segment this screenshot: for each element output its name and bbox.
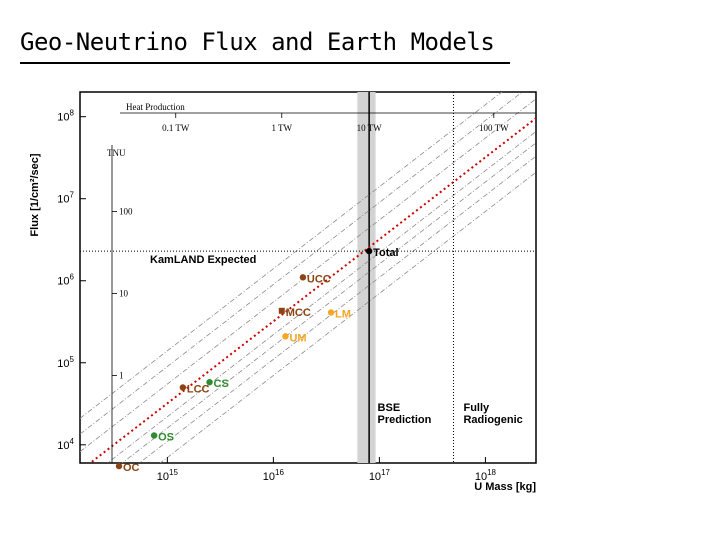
y-tick-label: 108 — [57, 109, 74, 124]
fully-radiogenic-label-1: Fully — [463, 402, 490, 414]
model-band-line — [80, 98, 536, 452]
x-tick-label: 1018 — [475, 468, 497, 483]
point-lcc — [179, 384, 187, 391]
point-label-um: UM — [289, 332, 306, 344]
model-band-line — [138, 155, 536, 463]
x-axis-title: U Mass [kg] — [474, 481, 536, 493]
y-tick-label: 104 — [57, 437, 74, 452]
x-tick-label: 1015 — [157, 468, 179, 483]
point-oc — [115, 462, 123, 470]
point-cs — [206, 378, 213, 386]
point-mcc — [278, 307, 285, 314]
x-tick-label: 1016 — [263, 468, 285, 483]
model-band-line — [121, 142, 536, 463]
fully-radiogenic-label-2: Radiogenic — [463, 414, 522, 426]
point-label-lcc: LCC — [187, 383, 210, 395]
bse-band — [357, 92, 376, 463]
heat-production-tick-label: 10 TW — [357, 123, 383, 133]
y-tick-label: 105 — [57, 355, 74, 370]
point-label-total: Total — [373, 247, 398, 259]
model-band-line — [80, 92, 503, 419]
point-label-cs: CS — [214, 378, 229, 390]
heat-production-tick-label: 1 TW — [271, 123, 292, 133]
point-um — [282, 333, 289, 340]
point-lm — [327, 309, 335, 316]
x-tick-label: 1017 — [369, 468, 391, 483]
heat-production-tick-label: 100 TW — [479, 123, 509, 133]
point-label-os: OS — [158, 431, 174, 443]
tnu-tick-label: 10 — [119, 288, 129, 298]
kamland-expected-label: KamLAND Expected — [150, 254, 256, 266]
point-label-mcc: MCC — [286, 307, 311, 319]
tnu-tick-label: 100 — [119, 206, 133, 216]
title-underline — [20, 62, 510, 64]
y-tick-label: 106 — [57, 273, 74, 288]
point-label-lm: LM — [335, 309, 351, 321]
bse-prediction-label-1: BSE — [378, 402, 401, 414]
plot-frame — [79, 91, 537, 464]
model-band-line — [106, 131, 536, 463]
point-ucc — [299, 274, 307, 281]
model-band-line — [159, 171, 536, 463]
model-band-line — [80, 92, 523, 435]
tnu-axis-title: TNU — [107, 148, 126, 158]
heat-production-tick-label: 0.1 TW — [162, 123, 190, 133]
point-total — [365, 247, 373, 255]
slide-title: Geo-Neutrino Flux and Earth Models — [20, 28, 495, 56]
y-axis-title: Flux [1/cm²/sec] — [29, 153, 41, 236]
heat-production-axis-title: Heat Production — [126, 102, 185, 112]
point-os — [150, 432, 158, 439]
fit-line — [88, 117, 536, 463]
point-label-ucc: UCC — [307, 273, 331, 285]
bse-prediction-label-2: Prediction — [378, 414, 432, 426]
point-label-oc: OC — [123, 462, 140, 474]
y-tick-label: 107 — [57, 191, 74, 206]
tnu-tick-label: 1 — [119, 370, 124, 380]
